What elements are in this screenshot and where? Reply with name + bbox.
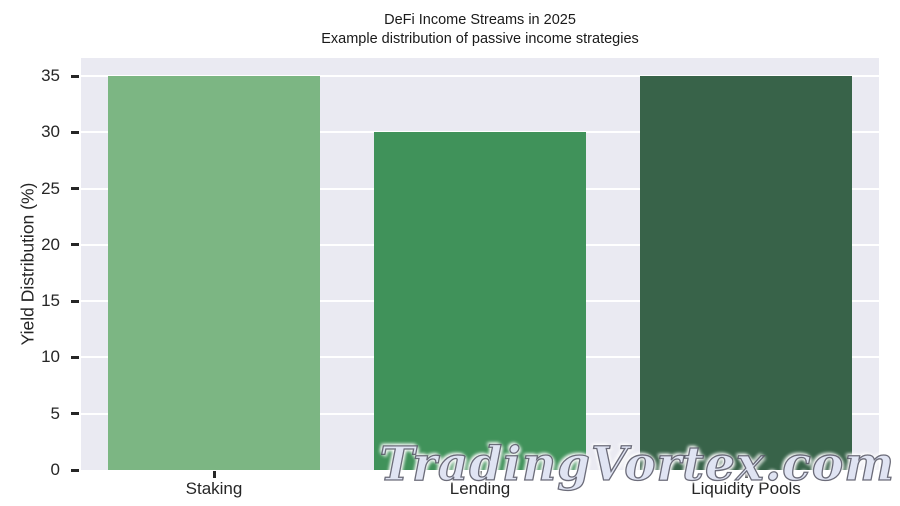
- bar: [107, 76, 321, 470]
- y-tick-label: 0: [50, 460, 60, 479]
- x-tick-mark: [478, 471, 482, 478]
- chart-subtitle: Example distribution of passive income s…: [321, 31, 639, 47]
- plot-area: [81, 58, 879, 470]
- y-tick-mark: [71, 412, 79, 416]
- gridline: [81, 75, 879, 77]
- x-tick-mark: [744, 471, 748, 478]
- bar: [373, 132, 587, 470]
- bar: [639, 76, 853, 470]
- title-block: DeFi Income Streams in 2025 Example dist…: [81, 11, 879, 49]
- y-tick-mark: [71, 243, 79, 247]
- gridline: [81, 131, 879, 134]
- y-tick-label: 20: [41, 234, 60, 254]
- x-tick-label: Liquidity Pools: [691, 479, 801, 498]
- y-tick-mark: [71, 187, 79, 191]
- y-tick-mark: [71, 468, 79, 472]
- y-tick-mark: [71, 299, 79, 303]
- y-tick-label: 35: [41, 66, 60, 85]
- watermark: TradingVortex.com: [379, 437, 895, 492]
- y-tick-label: 25: [41, 178, 60, 198]
- y-tick-label: 30: [41, 122, 60, 142]
- x-tick-mark: [212, 471, 216, 478]
- y-tick-mark: [71, 130, 79, 134]
- x-tick-label: Staking: [185, 479, 243, 498]
- y-tick-label: 5: [50, 403, 60, 423]
- chart-title: DeFi Income Streams in 2025: [384, 12, 576, 28]
- y-tick-label: 10: [41, 347, 60, 367]
- x-tick-label: Lending: [449, 479, 511, 498]
- y-tick-mark: [71, 74, 79, 78]
- y-tick-mark: [71, 355, 79, 359]
- y-axis-label: Yield Distribution (%): [17, 182, 38, 346]
- y-tick-label: 15: [41, 291, 60, 311]
